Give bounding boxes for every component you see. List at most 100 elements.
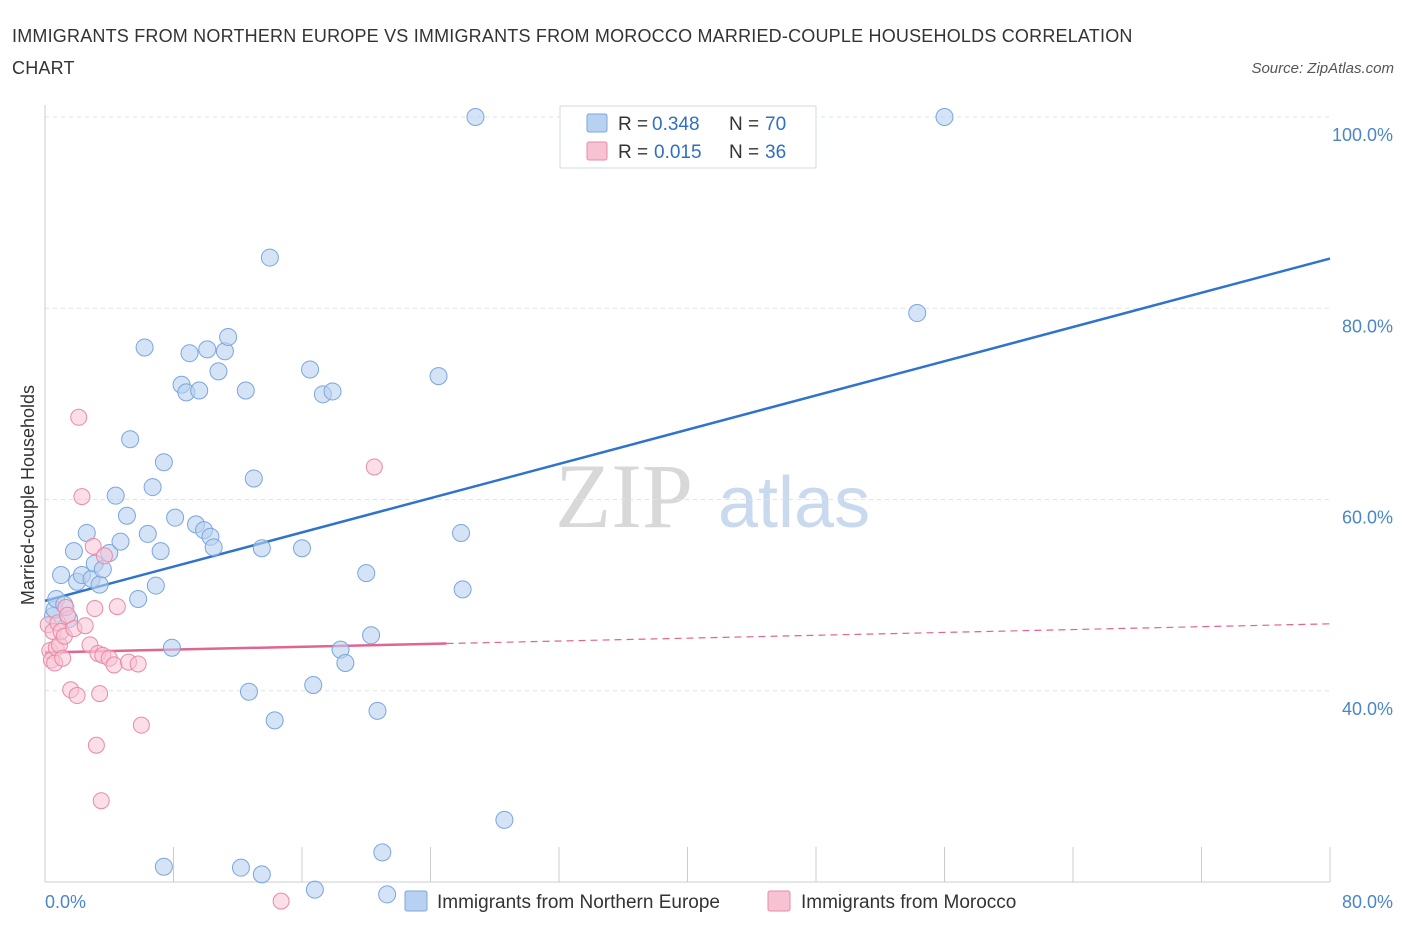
northern-europe-point — [52, 566, 71, 585]
northern-europe-point — [121, 430, 140, 449]
northern-europe-point — [368, 701, 387, 720]
svg-text:atlas: atlas — [718, 463, 870, 543]
morocco-point — [272, 892, 290, 910]
northern-europe-point — [64, 542, 83, 561]
northern-europe-point — [239, 682, 258, 701]
chart-title: IMMIGRANTS FROM NORTHERN EUROPE VS IMMIG… — [12, 26, 1133, 78]
northern-europe-point — [146, 576, 165, 595]
northern-europe-point — [90, 575, 109, 594]
series-legend-label: Immigrants from Northern Europe — [437, 892, 720, 913]
legend-swatch-blue — [586, 113, 608, 133]
northern-europe-trend-line — [44, 257, 1331, 603]
northern-europe-point — [129, 589, 148, 608]
northern-europe-point — [323, 382, 342, 401]
northern-europe-point — [362, 626, 381, 645]
northern-europe-point — [117, 506, 136, 525]
y-tick-label: 60.0% — [1342, 508, 1393, 528]
northern-europe-point — [204, 538, 223, 557]
legend-n-label: N = — [729, 142, 759, 163]
northern-europe-point — [260, 248, 279, 267]
morocco-point — [68, 687, 86, 705]
grid — [45, 116, 1330, 692]
legend-r-label: R = — [618, 114, 648, 135]
morocco-point — [92, 792, 110, 810]
northern-europe-point — [301, 360, 320, 379]
morocco-point — [365, 458, 383, 476]
northern-europe-point — [151, 542, 170, 561]
morocco-point — [70, 408, 88, 426]
northern-europe-point — [219, 327, 238, 346]
northern-europe-point — [106, 486, 125, 505]
northern-europe-point — [453, 580, 472, 599]
morocco-point — [108, 598, 126, 616]
northern-europe-point — [935, 108, 954, 126]
scatter-points — [39, 108, 954, 910]
morocco-point — [95, 547, 113, 565]
northern-europe-point — [154, 857, 173, 876]
y-axis-title: Married-couple Households — [18, 385, 38, 605]
morocco-point — [54, 649, 72, 667]
morocco-point — [73, 488, 91, 506]
northern-europe-point — [166, 508, 185, 527]
northern-europe-point — [378, 885, 397, 904]
correlation-legend: R = 0.348 N = 70 R = 0.015 N = 36 — [559, 105, 817, 169]
northern-europe-point — [495, 810, 514, 829]
northern-europe-point — [135, 338, 154, 357]
morocco-point — [91, 685, 109, 703]
northern-europe-point — [236, 381, 255, 400]
x-tick-label: 80.0% — [1342, 892, 1393, 912]
morocco-point — [84, 537, 102, 555]
y-tick-label: 80.0% — [1342, 316, 1393, 336]
northern-europe-point — [111, 532, 130, 551]
northern-europe-point — [252, 539, 271, 558]
northern-europe-point — [452, 523, 471, 542]
northern-europe-point — [209, 362, 228, 381]
svg-text:ZIP: ZIP — [555, 445, 693, 547]
northern-europe-point — [138, 524, 157, 543]
northern-europe-point — [143, 478, 162, 497]
northern-europe-point — [373, 843, 392, 862]
northern-europe-point — [305, 880, 324, 899]
northern-europe-point — [429, 367, 448, 386]
series-swatch-blue — [404, 890, 428, 912]
northern-europe-point — [293, 539, 311, 558]
morocco-point — [105, 656, 123, 674]
legend-n-value: 36 — [765, 142, 786, 163]
northern-europe-point — [198, 340, 217, 359]
northern-europe-point — [162, 638, 181, 657]
legend-r-value: 0.015 — [654, 142, 702, 163]
morocco-point — [129, 655, 147, 673]
series-legend-label: Immigrants from Morocco — [801, 892, 1016, 913]
legend-r-label: R = — [618, 142, 648, 163]
morocco-point — [132, 716, 150, 734]
y-tick-label: 100.0% — [1332, 125, 1393, 145]
legend-n-label: N = — [729, 114, 759, 135]
northern-europe-point — [180, 344, 199, 363]
y-tick-label: 40.0% — [1342, 699, 1393, 719]
northern-europe-point — [336, 654, 355, 673]
series-swatch-pink — [767, 890, 791, 912]
source-label: Source: ZipAtlas.com — [1251, 60, 1394, 77]
x-tick-label: 0.0% — [45, 892, 86, 912]
morocco-point — [86, 600, 104, 618]
northern-europe-point — [154, 453, 173, 472]
legend-n-value: 70 — [765, 114, 786, 135]
northern-europe-point — [244, 469, 263, 488]
morocco-trend-line-dashed — [446, 623, 1331, 645]
northern-europe-point — [357, 564, 376, 583]
axes: 40.0% 60.0% 80.0% 100.0% 0.0% 80.0% — [44, 105, 1393, 912]
legend-r-value: 0.348 — [652, 114, 700, 135]
northern-europe-point — [252, 865, 271, 884]
northern-europe-point — [265, 711, 284, 730]
northern-europe-point — [190, 381, 209, 400]
northern-europe-point — [466, 108, 485, 126]
northern-europe-point — [304, 676, 323, 695]
watermark: ZIP atlas — [555, 445, 870, 547]
morocco-point — [76, 617, 94, 635]
morocco-point — [87, 736, 105, 754]
legend-swatch-pink — [586, 141, 608, 161]
northern-europe-point — [908, 304, 927, 323]
northern-europe-point — [231, 858, 250, 877]
series-legend: Immigrants from Northern Europe Immigran… — [404, 890, 1016, 913]
